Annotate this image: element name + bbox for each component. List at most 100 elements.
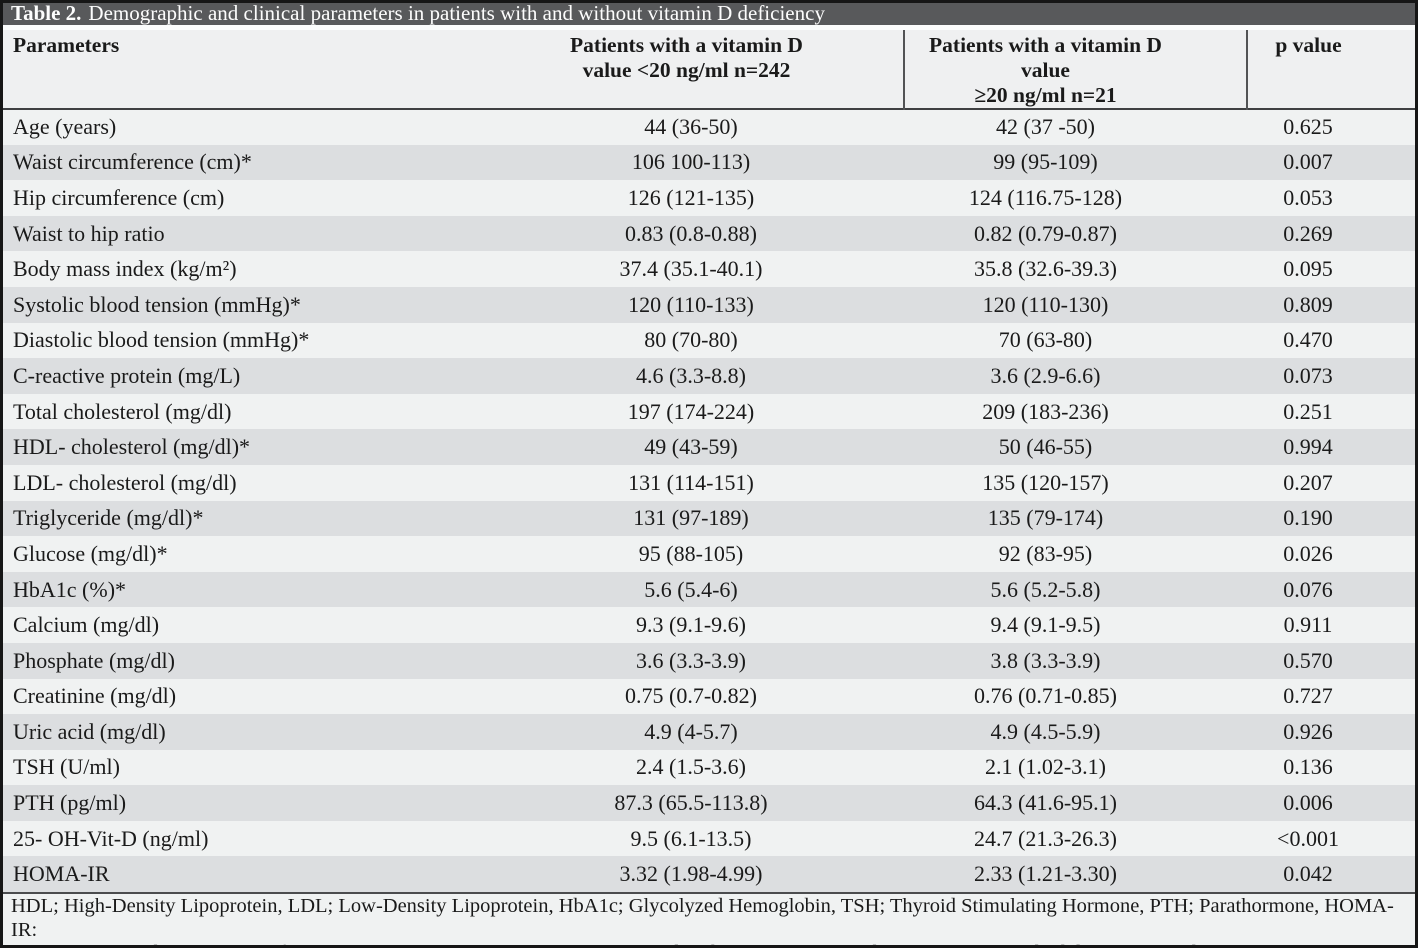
cell-group-sufficient-value: 24.7 (21.3-26.3) — [974, 825, 1117, 851]
cell-group-deficient-value: 49 (43-59) — [644, 434, 738, 460]
cell-p-value: 0.073 — [1283, 362, 1333, 388]
cell-group-sufficient-value: 135 (79-174) — [987, 505, 1104, 531]
cell-p-value: 0.727 — [1283, 683, 1333, 709]
cell-group-deficient-value: 44 (36-50) — [644, 114, 738, 140]
cell-p-value: 0.053 — [1283, 184, 1333, 210]
header-row: Parameters Patients with a vitamin D val… — [3, 30, 1415, 109]
cell-group-sufficient-value: 0.82 (0.79-0.87) — [974, 220, 1117, 246]
col-header-group-deficient-line2: value <20 ng/ml n=242 — [582, 58, 791, 82]
cell-p-value: 0.809 — [1283, 291, 1333, 317]
table-row: 25- OH-Vit-D (ng/ml) 9.5 (6.1-13.5) 24.7… — [3, 820, 1415, 857]
table-row: Uric acid (mg/dl) 4.9 (4-5.7) 4.9 (4.5-5… — [3, 714, 1415, 750]
cell-p-value: 0.076 — [1283, 576, 1333, 602]
cell-parameter: HOMA-IR — [13, 861, 110, 887]
cell-parameter: Triglyceride (mg/dl)* — [13, 505, 204, 531]
col-header-group-sufficient-line2: ≥20 ng/ml n=21 — [974, 83, 1117, 107]
table-caption: Demographic and clinical parameters in p… — [88, 3, 825, 25]
cell-group-sufficient-value: 64.3 (41.6-95.1) — [974, 790, 1117, 816]
cell-parameter: Glucose (mg/dl)* — [13, 540, 168, 566]
cell-p-value: 0.570 — [1283, 647, 1333, 673]
cell-group-sufficient-value: 99 (95-109) — [993, 149, 1098, 175]
cell-parameter: Body mass index (kg/m²) — [13, 256, 237, 282]
cell-group-sufficient-value: 92 (83-95) — [998, 540, 1093, 566]
cell-parameter: HDL- cholesterol (mg/dl)* — [13, 434, 251, 460]
cell-parameter: C-reactive protein (mg/L) — [13, 362, 241, 388]
cell-group-sufficient-value: 4.9 (4.5-5.9) — [990, 718, 1101, 744]
cell-parameter: Hip circumference (cm) — [13, 184, 225, 210]
cell-group-sufficient-value: 35.8 (32.6-39.3) — [974, 256, 1117, 282]
cell-p-value: 0.207 — [1283, 469, 1333, 495]
cell-group-sufficient-value: 124 (116.75-128) — [968, 184, 1123, 210]
cell-group-deficient-value: 9.3 (9.1-9.6) — [636, 612, 746, 638]
cell-p-value: <0.001 — [1277, 825, 1339, 851]
cell-group-deficient-value: 2.4 (1.5-3.6) — [636, 754, 746, 780]
cell-group-deficient-value: 3.32 (1.98-4.99) — [619, 861, 763, 887]
cell-parameter: Creatinine (mg/dl) — [13, 683, 177, 709]
cell-group-deficient-value: 5.6 (5.4-6) — [644, 576, 738, 602]
cell-parameter: Calcium (mg/dl) — [13, 612, 160, 638]
footnote-line-1: HDL; High-Density Lipoprotein, LDL; Low-… — [11, 895, 1394, 941]
table-row: LDL- cholesterol (mg/dl) 131 (114-151) 1… — [3, 464, 1415, 501]
cell-p-value: 0.042 — [1283, 861, 1333, 887]
cell-group-sufficient-value: 2.1 (1.02-3.1) — [985, 754, 1106, 780]
col-header-group-deficient: Patients with a vitamin D value <20 ng/m… — [458, 30, 904, 109]
table-number-label: Table 2. — [11, 3, 82, 25]
table-title-bar: Table 2. Demographic and clinical paramet… — [3, 3, 1415, 25]
cell-group-sufficient-value: 50 (46-55) — [998, 434, 1093, 460]
cell-parameter: Age (years) — [13, 114, 117, 140]
footnote-line-2: Homeostatic Model Assessment for Insulin… — [11, 942, 1407, 945]
cell-p-value: 0.994 — [1283, 434, 1333, 460]
table-row: C-reactive protein (mg/L) 4.6 (3.3-8.8) … — [3, 358, 1415, 394]
cell-group-sufficient-value: 5.6 (5.2-5.8) — [990, 576, 1101, 602]
table-row: Phosphate (mg/dl) 3.6 (3.3-3.9) 3.8 (3.3… — [3, 642, 1415, 679]
table-row: Calcium (mg/dl) 9.3 (9.1-9.6) 9.4 (9.1-9… — [3, 607, 1415, 643]
table-body: Age (years) 44 (36-50) 42 (37 -50) 0.625… — [3, 109, 1415, 893]
col-header-parameters: Parameters — [13, 33, 120, 57]
table-row: Age (years) 44 (36-50) 42 (37 -50) 0.625 — [3, 109, 1415, 145]
cell-p-value: 0.095 — [1283, 256, 1333, 282]
cell-group-sufficient-value: 3.8 (3.3-3.9) — [990, 647, 1101, 673]
table-row: Glucose (mg/dl)* 95 (88-105) 92 (83-95) … — [3, 536, 1415, 572]
cell-p-value: 0.026 — [1283, 540, 1333, 566]
cell-group-sufficient-value: 3.6 (2.9-6.6) — [990, 362, 1101, 388]
cell-parameter: Diastolic blood tension (mmHg)* — [13, 327, 310, 353]
table-row: PTH (pg/ml) 87.3 (65.5-113.8) 64.3 (41.6… — [3, 785, 1415, 821]
cell-group-sufficient-value: 0.76 (0.71-0.85) — [974, 683, 1117, 709]
cell-parameter: Systolic blood tension (mmHg)* — [13, 291, 301, 317]
table-row: HbA1c (%)* 5.6 (5.4-6) 5.6 (5.2-5.8) 0.0… — [3, 571, 1415, 608]
cell-group-sufficient-value: 9.4 (9.1-9.5) — [990, 612, 1101, 638]
table-row: Body mass index (kg/m²) 37.4 (35.1-40.1)… — [3, 251, 1415, 287]
cell-group-deficient-value: 106 100-113) — [631, 149, 751, 175]
cell-group-deficient-value: 0.75 (0.7-0.82) — [625, 683, 757, 709]
cell-group-deficient-value: 131 (97-189) — [633, 505, 749, 531]
cell-p-value: 0.911 — [1283, 612, 1333, 638]
table-row: Waist to hip ratio 0.83 (0.8-0.88) 0.82 … — [3, 215, 1415, 252]
cell-group-deficient-value: 80 (70-80) — [644, 327, 738, 353]
table-row: TSH (U/ml) 2.4 (1.5-3.6) 2.1 (1.02-3.1) … — [3, 749, 1415, 786]
table-header: Parameters Patients with a vitamin D val… — [3, 30, 1415, 109]
table-row: Triglyceride (mg/dl)* 131 (97-189) 135 (… — [3, 500, 1415, 537]
table-row: HOMA-IR 3.32 (1.98-4.99) 2.33 (1.21-3.30… — [3, 856, 1415, 893]
cell-group-deficient-value: 3.6 (3.3-3.9) — [636, 647, 746, 673]
table-row: Total cholesterol (mg/dl) 197 (174-224) … — [3, 393, 1415, 430]
cell-group-deficient-value: 131 (114-151) — [628, 469, 754, 495]
cell-parameter: Waist to hip ratio — [13, 220, 165, 246]
cell-p-value: 0.926 — [1283, 718, 1333, 744]
cell-group-deficient-value: 197 (174-224) — [627, 398, 755, 424]
col-header-group-deficient-line1: Patients with a vitamin D — [570, 33, 803, 57]
cell-group-deficient-value: 95 (88-105) — [638, 540, 744, 566]
cell-group-sufficient-value: 120 (110-130) — [982, 291, 1109, 317]
cell-group-sufficient-value: 209 (183-236) — [982, 398, 1109, 424]
table-row: Hip circumference (cm) 126 (121-135) 124… — [3, 180, 1415, 216]
table-footnote: HDL; High-Density Lipoprotein, LDL; Low-… — [3, 892, 1415, 945]
cell-p-value: 0.190 — [1283, 505, 1333, 531]
cell-parameter: Uric acid (mg/dl) — [13, 718, 166, 744]
cell-parameter: TSH (U/ml) — [13, 754, 120, 780]
cell-group-sufficient-value: 70 (63-80) — [998, 327, 1093, 353]
cell-p-value: 0.006 — [1283, 790, 1333, 816]
cell-p-value: 0.007 — [1283, 149, 1333, 175]
cell-parameter: 25- OH-Vit-D (ng/ml) — [13, 825, 209, 851]
table-row: Waist circumference (cm)* 106 100-113) 9… — [3, 144, 1415, 181]
table-row: HDL- cholesterol (mg/dl)* 49 (43-59) 50 … — [3, 429, 1415, 465]
